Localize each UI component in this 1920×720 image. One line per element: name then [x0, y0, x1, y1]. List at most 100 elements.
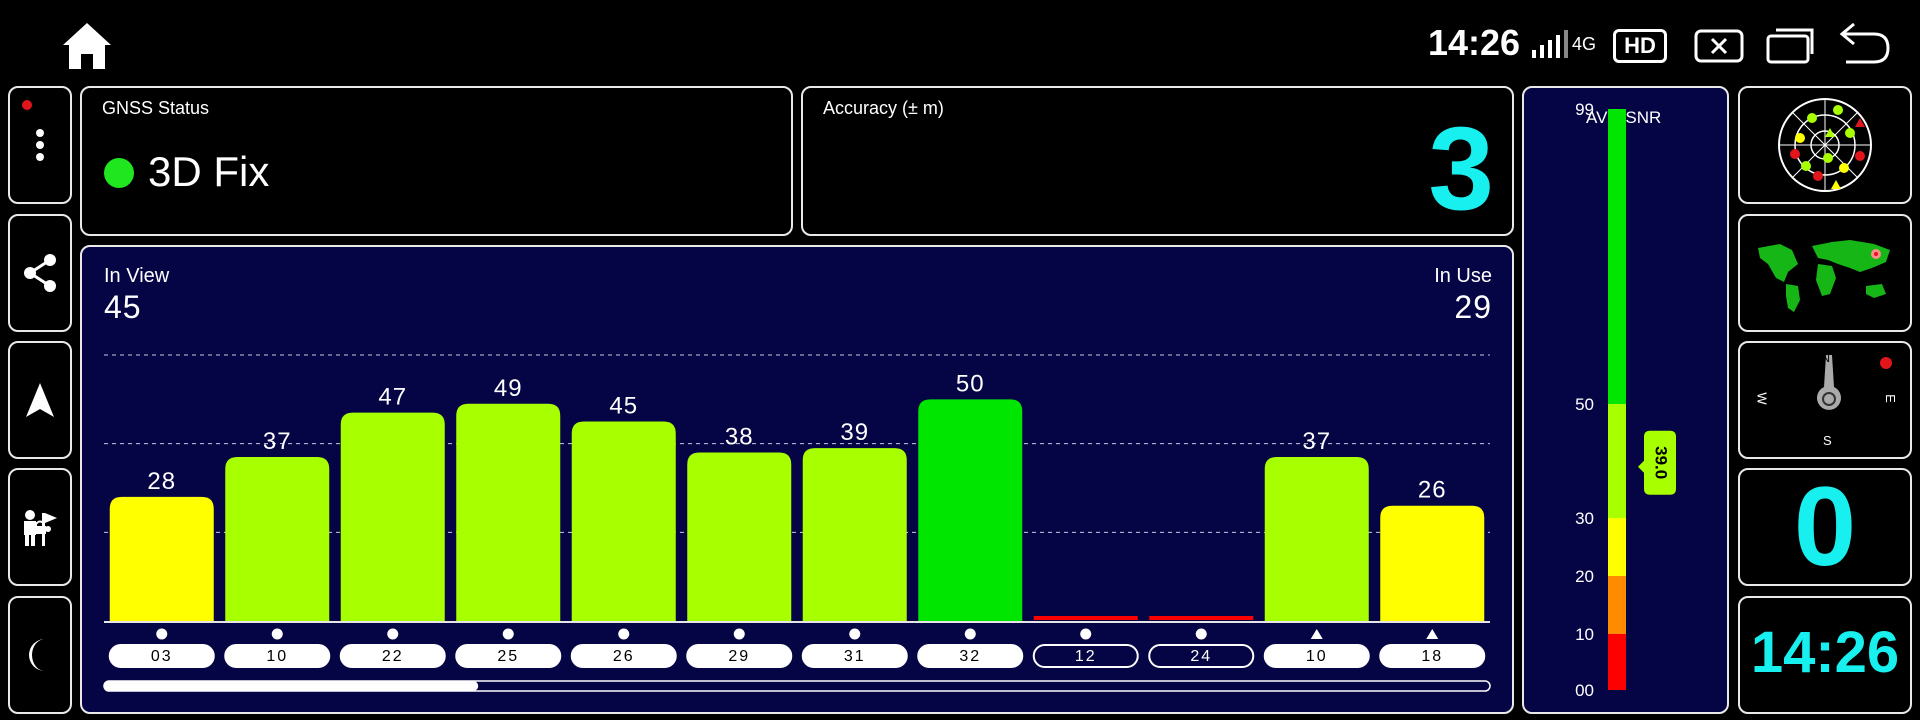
- satellite-id-label: 26: [613, 648, 635, 665]
- avg-snr-scale: 99 50 30 20 10 00 39.0: [1575, 100, 1676, 700]
- satellite-id-pill: [455, 644, 562, 668]
- hd-icon[interactable]: HD: [1613, 29, 1667, 63]
- snr-bar: [456, 403, 561, 621]
- satellite-id-label: 24: [1190, 648, 1212, 665]
- snr-tick-label: 10: [1575, 625, 1594, 644]
- satellite-id-label: 03: [151, 648, 173, 665]
- satellite-id-label: 29: [728, 648, 750, 665]
- accuracy-title: Accuracy (± m): [823, 98, 944, 118]
- satellite-id-label: 10: [1306, 648, 1328, 665]
- constellation-marker: [1195, 628, 1207, 640]
- back-icon[interactable]: [1838, 20, 1892, 66]
- satellite-id-label: 22: [382, 648, 404, 665]
- gnss-status-panel: GNSS Status 3D Fix: [80, 86, 793, 236]
- compass-button[interactable]: N E S W: [1738, 341, 1912, 459]
- satellite-id-pill: [1148, 644, 1255, 668]
- accuracy-panel: Accuracy (± m) 3: [801, 86, 1514, 236]
- satellite-id-pill: [224, 644, 331, 668]
- snr-band: [1608, 634, 1626, 690]
- snr-bar: [1380, 505, 1485, 621]
- avg-snr-panel: AVG SNR 99 50 30 20 10 00 39.0: [1522, 86, 1729, 714]
- people-flag-icon: [24, 510, 57, 546]
- in-view-count: 45: [104, 289, 142, 325]
- status-time: 14:26: [1428, 22, 1521, 63]
- bar-value-label: 47: [378, 384, 407, 411]
- satellite-id-pill: [686, 644, 793, 668]
- accuracy-value: 3: [1428, 103, 1494, 235]
- satellite-id-pill: [1032, 644, 1139, 668]
- constellation-marker: [271, 628, 283, 640]
- in-use-label: In Use: [1434, 265, 1492, 287]
- constellation-marker: [1426, 629, 1439, 639]
- satellite-id-pill: [570, 644, 677, 668]
- chart-scrollbar-thumb: [104, 681, 479, 691]
- snr-bar: [340, 412, 445, 621]
- close-window-icon[interactable]: [1694, 29, 1744, 63]
- constellation-marker: [733, 628, 745, 640]
- fix-status-dot: [104, 158, 134, 188]
- constellation-marker: [156, 628, 168, 640]
- satellite-snr-panel: In View 45 In Use 29 28 03 37 10 47 22 49 25 45 2…: [80, 245, 1514, 714]
- constellation-marker: [1310, 629, 1323, 639]
- satellite-id-label: 32: [959, 648, 981, 665]
- satellite-id-pill: [339, 644, 446, 668]
- menu-button[interactable]: [8, 86, 72, 204]
- snr-band: [1608, 518, 1626, 576]
- constellation-marker: [618, 628, 630, 640]
- satellite-id-label: 12: [1075, 648, 1097, 665]
- in-use-count: 29: [1454, 289, 1492, 325]
- bar-value-label: 28: [147, 468, 176, 495]
- counter-value: 0: [1793, 468, 1857, 586]
- avg-snr-indicator: [1638, 430, 1676, 495]
- world-map-button[interactable]: [1738, 214, 1912, 332]
- compass-e: E: [1882, 394, 1898, 403]
- counter-panel[interactable]: 0: [1738, 468, 1912, 586]
- navigation-arrow-icon: [26, 383, 54, 417]
- snr-bar: [1149, 616, 1254, 620]
- bar-value-label: 37: [1302, 428, 1331, 455]
- snr-tick-label: 00: [1575, 681, 1594, 700]
- clock-panel[interactable]: 14:26: [1738, 596, 1912, 714]
- snr-bar: [571, 421, 676, 621]
- bar-value-label: 38: [725, 424, 754, 451]
- snr-band: [1608, 404, 1626, 518]
- satellite-id-label: 25: [497, 648, 519, 665]
- sky-plot-button[interactable]: [1738, 86, 1912, 204]
- satellite-id-pill: [801, 644, 908, 668]
- clock-value: 14:26: [1750, 620, 1900, 685]
- satellite-id-label: 31: [844, 648, 866, 665]
- waypoint-button[interactable]: [8, 468, 72, 586]
- snr-bar: [802, 448, 907, 621]
- more-vert-icon: [36, 129, 44, 161]
- snr-tick-label: 50: [1575, 395, 1594, 414]
- fix-status-value: 3D Fix: [148, 148, 270, 195]
- snr-bar: [1264, 456, 1369, 621]
- navigation-button[interactable]: [8, 341, 72, 459]
- recent-apps-icon[interactable]: [1766, 26, 1816, 64]
- constellation-marker: [964, 628, 976, 640]
- satellite-bar-chart: 28 03 37 10 47 22 49 25 45 26 38 29 39 31 50 32 12 24 37 10…: [103, 354, 1491, 692]
- gnss-status-title: GNSS Status: [102, 98, 210, 118]
- in-view-label: In View: [104, 265, 170, 287]
- recording-indicator: [22, 100, 32, 110]
- constellation-marker: [502, 628, 514, 640]
- bar-value-label: 50: [956, 370, 985, 397]
- night-mode-icon: [29, 639, 45, 671]
- satellite-id-label: 10: [266, 648, 288, 665]
- compass-n: N: [1822, 353, 1830, 365]
- snr-bar: [225, 456, 330, 621]
- bar-value-label: 49: [494, 375, 523, 402]
- snr-bar: [918, 399, 1023, 621]
- snr-tick-label: 99: [1575, 100, 1594, 119]
- satellite-id-pill: [108, 644, 215, 668]
- constellation-marker: [1080, 628, 1092, 640]
- share-button[interactable]: [8, 214, 72, 332]
- home-icon[interactable]: [60, 20, 114, 72]
- night-mode-button[interactable]: [8, 596, 72, 714]
- satellite-id-pill: [1263, 644, 1370, 668]
- world-map-icon: [1758, 240, 1890, 312]
- bar-value-label: 37: [263, 428, 292, 455]
- compass-s: S: [1823, 433, 1832, 448]
- satellite-id-label: 18: [1421, 648, 1443, 665]
- signal-icon: [1532, 30, 1602, 60]
